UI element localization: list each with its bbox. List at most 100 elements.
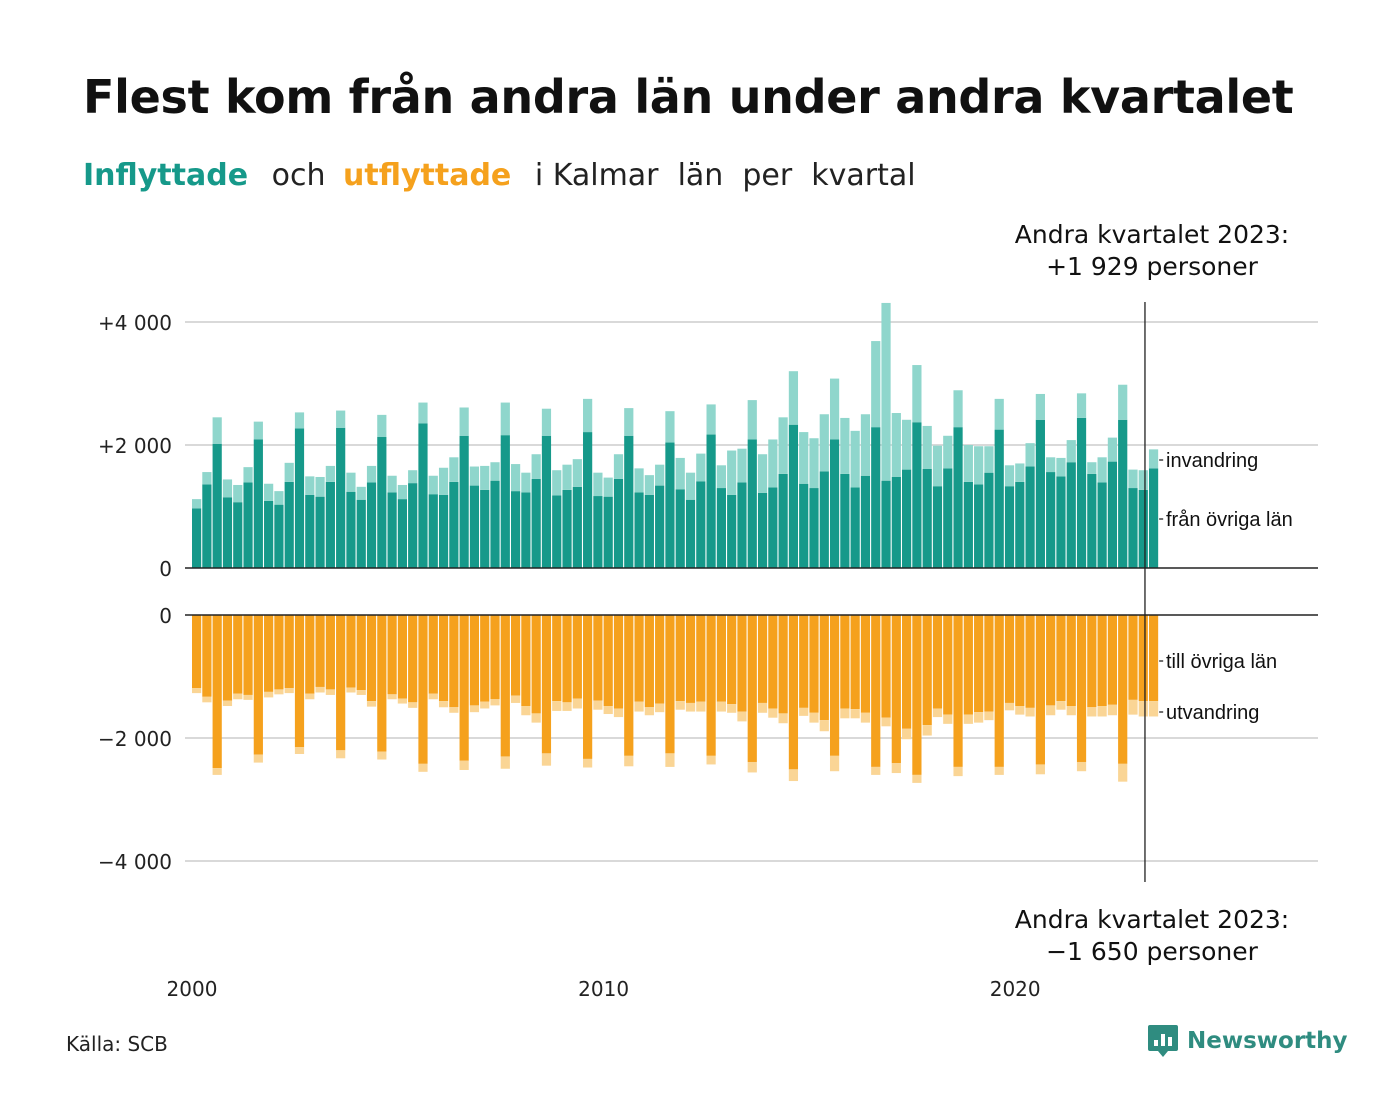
bar-utvandring	[233, 693, 243, 700]
bar-invandring	[408, 470, 418, 484]
bar-invandring	[922, 425, 932, 469]
subtitle-rest: i Kalmar län per kvartal	[534, 158, 916, 193]
bar-till-ovriga-lan	[1025, 615, 1035, 708]
bar-till-ovriga-lan	[953, 615, 963, 767]
bar-invandring	[459, 407, 469, 436]
bar-utvandring	[572, 698, 582, 709]
bar-invandring	[902, 419, 912, 470]
bar-utvandring	[943, 714, 953, 724]
bar-till-ovriga-lan	[408, 615, 418, 703]
bar-fran-ovriga-lan	[953, 427, 963, 568]
bar-invandring	[1025, 443, 1035, 467]
bar-utvandring	[1076, 761, 1087, 772]
bar-invandring	[521, 472, 531, 493]
bar-utvandring	[1128, 699, 1138, 715]
bar-invandring	[850, 430, 860, 488]
bar-invandring	[1148, 449, 1159, 469]
bar-utvandring	[727, 704, 737, 713]
bar-fran-ovriga-lan	[428, 494, 438, 568]
bar-till-ovriga-lan	[346, 615, 356, 688]
bar-fran-ovriga-lan	[274, 504, 284, 568]
bar-till-ovriga-lan	[1076, 615, 1087, 762]
newsworthy-logo-icon	[1148, 1025, 1178, 1057]
bar-utvandring	[253, 754, 263, 763]
bar-utvandring	[788, 769, 799, 782]
bar-fran-ovriga-lan	[747, 439, 757, 568]
bar-utvandring	[963, 714, 973, 724]
bar-invandring	[871, 341, 881, 428]
bar-till-ovriga-lan	[253, 615, 263, 755]
bar-fran-ovriga-lan	[541, 435, 552, 568]
bar-till-ovriga-lan	[943, 615, 953, 715]
bar-invandring	[655, 464, 665, 486]
bar-invandring	[202, 472, 212, 485]
bar-till-ovriga-lan	[1107, 615, 1118, 705]
bar-fran-ovriga-lan	[1097, 482, 1107, 568]
newsworthy-logo[interactable]: Newsworthy	[1147, 1023, 1348, 1059]
bar-utvandring	[881, 717, 891, 727]
bar-invandring	[274, 491, 284, 505]
bar-utvandring	[634, 701, 644, 712]
bar-utvandring	[932, 708, 943, 718]
bar-fran-ovriga-lan	[366, 482, 377, 568]
bar-invandring	[932, 445, 943, 487]
bar-invandring	[531, 454, 541, 479]
bar-utvandring	[397, 698, 407, 704]
bar-invandring	[562, 464, 572, 490]
bar-fran-ovriga-lan	[325, 481, 335, 568]
bar-fran-ovriga-lan	[1128, 488, 1138, 568]
bar-utvandring	[583, 758, 593, 768]
bar-till-ovriga-lan	[449, 615, 459, 708]
bar-till-ovriga-lan	[850, 615, 860, 710]
bar-fran-ovriga-lan	[871, 427, 881, 568]
bar-utvandring	[974, 712, 984, 723]
bar-utvandring	[469, 705, 480, 713]
bar-utvandring	[1004, 702, 1015, 711]
bar-till-ovriga-lan	[222, 615, 233, 701]
series-label-invandring: invandring	[1166, 450, 1258, 472]
bar-utvandring	[531, 713, 541, 723]
bar-fran-ovriga-lan	[1035, 419, 1045, 568]
bar-till-ovriga-lan	[243, 615, 253, 695]
bar-invandring	[881, 302, 891, 481]
bar-till-ovriga-lan	[510, 615, 521, 696]
bar-invandring	[665, 411, 675, 443]
bar-till-ovriga-lan	[521, 615, 531, 707]
bar-utvandring	[624, 755, 634, 767]
y-tick-label: 0	[159, 557, 172, 581]
bar-fran-ovriga-lan	[222, 497, 233, 568]
bar-invandring	[737, 448, 747, 483]
bar-fran-ovriga-lan	[490, 480, 500, 568]
bar-invandring	[500, 402, 510, 436]
bar-invandring	[572, 459, 582, 487]
bar-fran-ovriga-lan	[397, 499, 407, 568]
bar-fran-ovriga-lan	[552, 495, 562, 568]
bar-utvandring	[716, 701, 726, 712]
bar-till-ovriga-lan	[974, 615, 984, 713]
bar-till-ovriga-lan	[696, 615, 706, 702]
bar-till-ovriga-lan	[305, 615, 315, 694]
bar-fran-ovriga-lan	[624, 435, 634, 568]
bar-fran-ovriga-lan	[922, 468, 932, 568]
bar-fran-ovriga-lan	[562, 489, 572, 568]
bar-till-ovriga-lan	[428, 615, 438, 694]
bar-invandring	[634, 468, 644, 493]
bar-utvandring	[922, 725, 932, 736]
bar-utvandring	[336, 750, 346, 759]
bar-utvandring	[871, 766, 881, 775]
bar-fran-ovriga-lan	[593, 496, 603, 568]
bar-utvandring	[449, 707, 459, 713]
bar-fran-ovriga-lan	[1107, 461, 1118, 568]
bar-utvandring	[757, 702, 768, 713]
bar-utvandring	[1107, 704, 1118, 716]
bar-invandring	[912, 365, 922, 423]
bar-till-ovriga-lan	[809, 615, 819, 713]
x-tick-label: 2000	[167, 977, 218, 1000]
bar-till-ovriga-lan	[860, 615, 871, 713]
bar-till-ovriga-lan	[634, 615, 644, 702]
bar-utvandring	[356, 690, 366, 695]
bar-invandring	[840, 417, 850, 474]
bar-utvandring	[552, 701, 562, 711]
bar-utvandring	[1118, 763, 1128, 782]
bar-till-ovriga-lan	[315, 615, 325, 687]
